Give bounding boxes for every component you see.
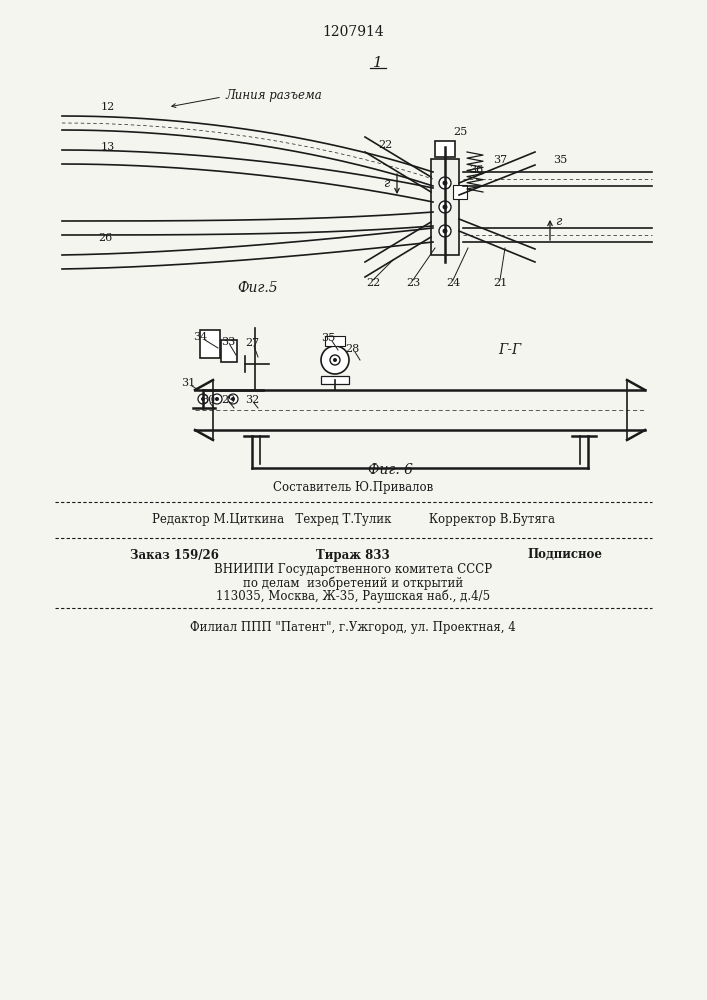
Text: 28: 28 — [345, 344, 359, 354]
Text: ВНИИПИ Государственного комитета СССР: ВНИИПИ Государственного комитета СССР — [214, 564, 492, 576]
Text: 34: 34 — [193, 332, 207, 342]
Text: 32: 32 — [245, 395, 259, 405]
Circle shape — [231, 397, 235, 401]
Text: 31: 31 — [181, 378, 195, 388]
Text: 12: 12 — [101, 102, 115, 112]
Circle shape — [439, 177, 451, 189]
Circle shape — [228, 394, 238, 404]
Bar — [221, 340, 237, 362]
Text: 13: 13 — [101, 142, 115, 152]
Text: 29: 29 — [221, 395, 235, 405]
Text: Заказ 159/26: Заказ 159/26 — [130, 548, 219, 562]
Text: 113035, Москва, Ж-35, Раушская наб., д.4/5: 113035, Москва, Ж-35, Раушская наб., д.4… — [216, 589, 490, 603]
Text: 26: 26 — [98, 233, 112, 243]
Text: 30: 30 — [201, 395, 215, 405]
Text: Филиал ППП "Патент", г.Ужгород, ул. Проектная, 4: Филиал ППП "Патент", г.Ужгород, ул. Прое… — [190, 620, 516, 634]
Text: 21: 21 — [493, 278, 507, 288]
Text: 24: 24 — [446, 278, 460, 288]
Bar — [200, 330, 220, 358]
Text: Редактор М.Циткина   Техред Т.Тулик          Корректор В.Бутяга: Редактор М.Циткина Техред Т.Тулик Коррек… — [151, 514, 554, 526]
Text: 1207914: 1207914 — [322, 25, 384, 39]
Text: 35: 35 — [553, 155, 567, 165]
Text: 23: 23 — [406, 278, 420, 288]
Text: 22: 22 — [378, 140, 392, 150]
Bar — [321, 376, 349, 384]
Text: Тираж 833: Тираж 833 — [316, 548, 390, 562]
Bar — [453, 185, 467, 199]
Text: Линия разъема: Линия разъема — [225, 89, 322, 102]
Bar — [431, 159, 459, 255]
Text: 36: 36 — [469, 165, 483, 175]
Circle shape — [333, 358, 337, 362]
Text: Фиг.5: Фиг.5 — [238, 281, 279, 295]
Circle shape — [321, 346, 349, 374]
Text: г: г — [383, 177, 390, 190]
Circle shape — [439, 225, 451, 237]
Text: Подписное: Подписное — [527, 548, 602, 562]
Circle shape — [215, 397, 219, 401]
Bar — [435, 141, 455, 157]
Circle shape — [212, 394, 222, 404]
Text: Г-Г: Г-Г — [498, 343, 522, 357]
Text: Составитель Ю.Привалов: Составитель Ю.Привалов — [273, 481, 433, 493]
Text: г: г — [555, 215, 561, 228]
Text: Фиг. 6: Фиг. 6 — [368, 463, 412, 477]
Circle shape — [439, 201, 451, 213]
Circle shape — [201, 397, 205, 401]
Text: 27: 27 — [245, 338, 259, 348]
Text: по делам  изобретений и открытий: по делам изобретений и открытий — [243, 576, 463, 590]
Text: 33: 33 — [221, 337, 235, 347]
Text: 25: 25 — [453, 127, 467, 137]
Text: 1: 1 — [373, 56, 383, 70]
Circle shape — [443, 205, 448, 210]
Circle shape — [330, 355, 340, 365]
Bar — [325, 336, 345, 346]
Circle shape — [443, 180, 448, 186]
Text: 37: 37 — [493, 155, 507, 165]
Circle shape — [198, 394, 208, 404]
Text: 22: 22 — [366, 278, 380, 288]
Text: 35: 35 — [321, 333, 335, 343]
Circle shape — [443, 229, 448, 233]
